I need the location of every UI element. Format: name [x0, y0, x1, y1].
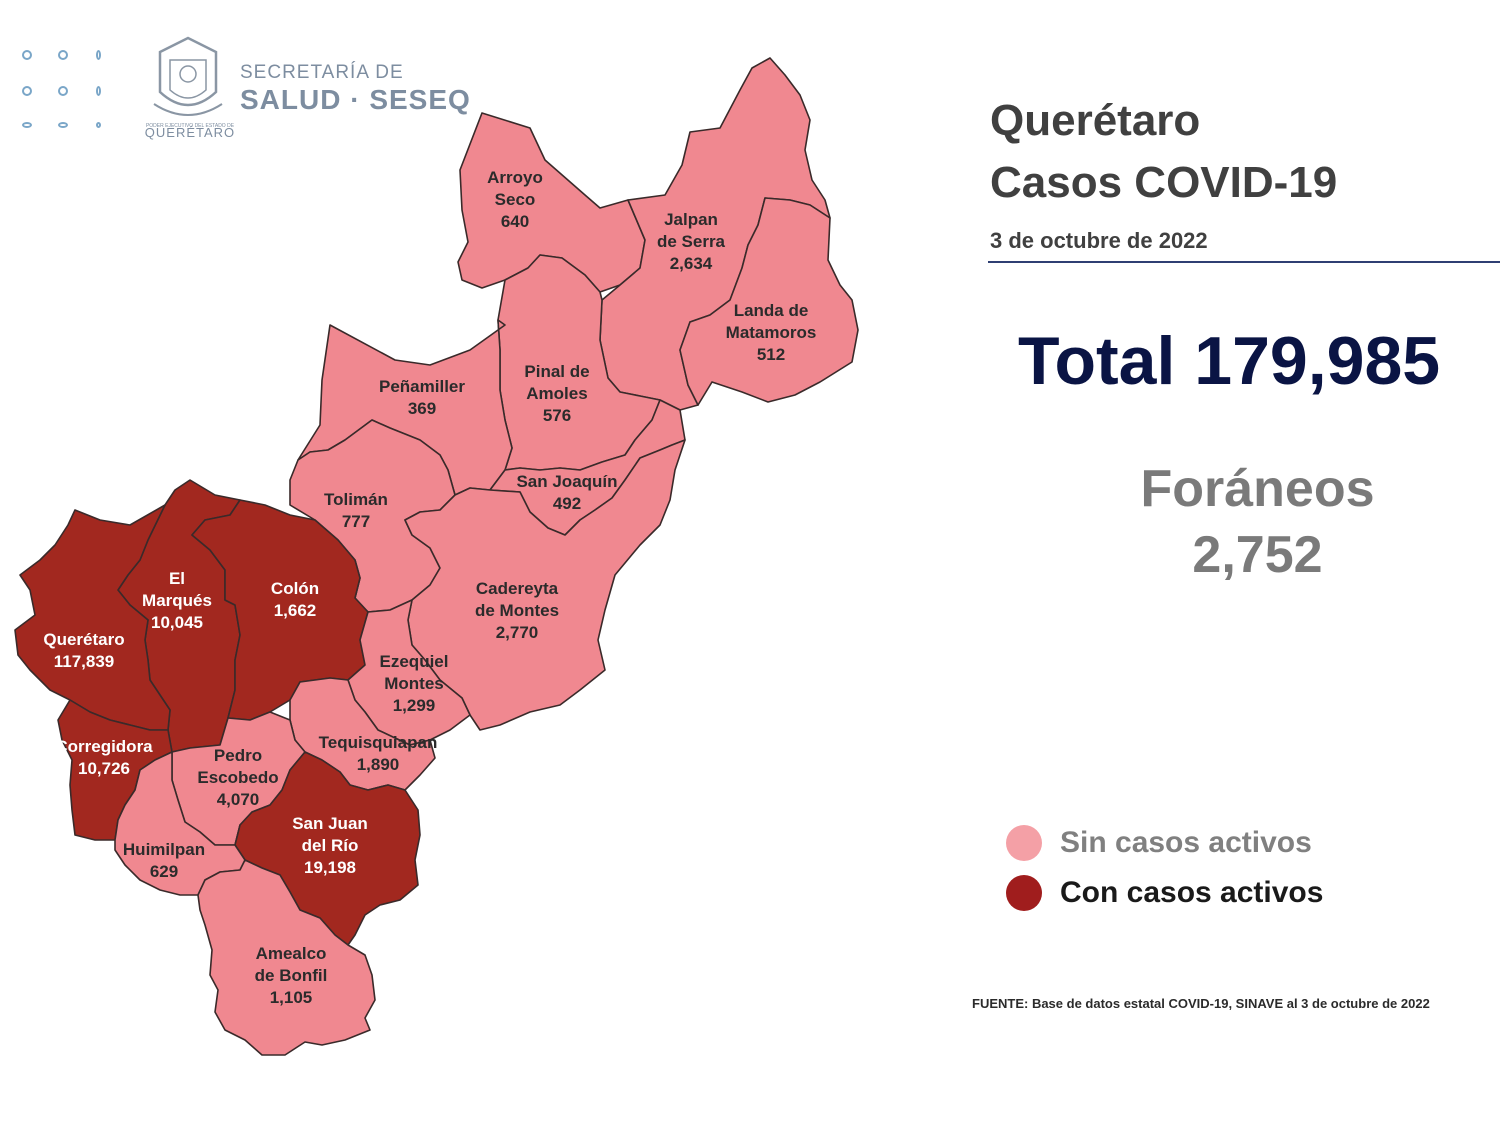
municipality-label-ezequiel: Ezequiel Montes 1,299	[380, 652, 449, 715]
municipality-name: Matamoros	[726, 323, 817, 342]
municipality-san-juan	[234, 751, 421, 946]
municipality-cases: 1,890	[357, 755, 400, 774]
municipality-name: de Bonfil	[255, 966, 328, 985]
municipality-label-cadereyta: Cadereyta de Montes 2,770	[475, 579, 559, 642]
municipality-cases: 117,839	[54, 652, 115, 671]
municipality-label-san-juan: San Juan del Río 19,198	[292, 814, 368, 877]
municipality-label-toliman: Tolimán 777	[324, 490, 388, 531]
municipality-label-jalpan: Jalpan de Serra 2,634	[657, 210, 726, 273]
municipality-name: Huimilpan	[123, 840, 205, 859]
seal-caption: QUERÉTARO	[144, 125, 236, 140]
municipality-name: Colón	[271, 579, 319, 598]
municipality-label-amealco: Amealco de Bonfil 1,105	[255, 944, 328, 1007]
source-note: FUENTE: Base de datos estatal COVID-19, …	[972, 996, 1430, 1011]
municipality-name: Jalpan	[664, 210, 718, 229]
municipality-cases: 777	[342, 512, 370, 531]
foraneos-label: Foráneos	[1140, 460, 1375, 518]
municipality-name: El	[169, 569, 185, 588]
municipality-cases: 10,045	[151, 613, 203, 632]
municipality-cases: 2,770	[496, 623, 539, 642]
municipality-label-corregidora: Corregidora 10,726	[55, 737, 153, 778]
municipality-cases: 640	[501, 212, 529, 231]
municipality-label-el-marques: El Marqués 10,045	[142, 569, 212, 632]
municipality-area-san-juan	[234, 751, 421, 946]
logo-dots	[14, 46, 114, 136]
municipality-label-pinal: Pinal de Amoles 576	[524, 362, 589, 425]
municipality-area-amealco	[197, 859, 376, 1056]
title-divider	[988, 261, 1500, 263]
municipality-cases: 1,105	[270, 988, 313, 1007]
municipality-name: del Río	[302, 836, 359, 855]
org-name-line2: SALUD · SESEQ	[240, 84, 471, 115]
municipality-landa	[679, 197, 859, 406]
municipality-cases: 4,070	[217, 790, 260, 809]
municipality-label-landa: Landa de Matamoros 512	[726, 301, 817, 364]
org-name-line1: SECRETARÍA DE	[240, 62, 404, 83]
municipality-label-penamiller: Peñamiller 369	[379, 377, 465, 418]
municipality-name: Ezequiel	[380, 652, 449, 671]
municipality-name: Amealco	[256, 944, 327, 963]
municipality-name: Marqués	[142, 591, 212, 610]
municipality-label-san-joaquin: San Joaquín 492	[516, 472, 617, 513]
legend-swatch-inactive	[1006, 825, 1042, 861]
municipality-name: Querétaro	[43, 630, 124, 649]
municipality-name: Montes	[384, 674, 444, 693]
municipality-name: Cadereyta	[476, 579, 559, 598]
municipality-name: Arroyo	[487, 168, 543, 187]
municipality-name: Landa de	[734, 301, 809, 320]
municipality-name: Peñamiller	[379, 377, 465, 396]
municipality-label-queretaro: Querétaro 117,839	[43, 630, 124, 671]
municipality-area-cadereyta	[404, 439, 686, 731]
municipality-cadereyta	[404, 439, 686, 731]
legend-swatch-active	[1006, 875, 1042, 911]
legend-label-active: Con casos activos	[1060, 876, 1324, 909]
municipality-cases: 629	[150, 862, 178, 881]
municipality-amealco	[197, 859, 376, 1056]
legend-item-active: Con casos activos	[1006, 875, 1323, 911]
report-date: 3 de octubre de 2022	[990, 228, 1208, 253]
municipality-cases: 10,726	[78, 759, 130, 778]
municipality-label-tequisquiapan: Tequisquiapan 1,890	[319, 733, 438, 774]
municipality-cases: 369	[408, 399, 436, 418]
municipality-name: Pedro	[214, 746, 262, 765]
municipality-cases: 492	[553, 494, 581, 513]
legend-label-inactive: Sin casos activos	[1060, 826, 1312, 859]
municipality-cases: 512	[757, 345, 785, 364]
municipality-area-landa	[679, 197, 859, 406]
municipality-label-huimilpan: Huimilpan 629	[123, 840, 205, 881]
foraneos-block: Foráneos 2,752	[1110, 456, 1405, 588]
foraneos-value: 2,752	[1192, 526, 1323, 584]
municipality-cases: 2,634	[670, 254, 713, 273]
municipality-label-arroyo-seco: Arroyo Seco 640	[487, 168, 543, 231]
municipality-cases: 1,299	[393, 696, 436, 715]
municipality-name: Amoles	[526, 384, 587, 403]
municipality-name: Corregidora	[55, 737, 153, 756]
municipality-name: San Juan	[292, 814, 368, 833]
municipality-name: Seco	[495, 190, 536, 209]
municipality-cases: 1,662	[274, 601, 317, 620]
municipality-name: de Serra	[657, 232, 726, 251]
legend-item-inactive: Sin casos activos	[1006, 825, 1312, 861]
page-title: Querétaro Casos COVID-19	[990, 90, 1337, 214]
municipality-label-colon: Colón 1,662	[271, 579, 319, 620]
municipality-name: San Joaquín	[516, 472, 617, 491]
municipality-name: de Montes	[475, 601, 559, 620]
municipality-name: Tolimán	[324, 490, 388, 509]
seal-caption-small: PODER EJECUTIVO DEL ESTADO DE	[145, 123, 235, 129]
title-line2: Casos COVID-19	[990, 158, 1338, 207]
queretaro-municipalities-map: Arroyo Seco 640 Jalpan de Serra 2,634 Landa de…	[14, 57, 859, 1056]
municipality-name: Escobedo	[197, 768, 278, 787]
municipality-name: Pinal de	[524, 362, 589, 381]
municipality-cases: 576	[543, 406, 571, 425]
municipality-name: Tequisquiapan	[319, 733, 438, 752]
title-line1: Querétaro	[990, 96, 1201, 145]
total-cases: Total 179,985	[1018, 323, 1441, 399]
municipality-label-pedro-escobedo: Pedro Escobedo 4,070	[197, 746, 278, 809]
municipality-cases: 19,198	[304, 858, 356, 877]
state-seal-logo	[153, 36, 223, 116]
